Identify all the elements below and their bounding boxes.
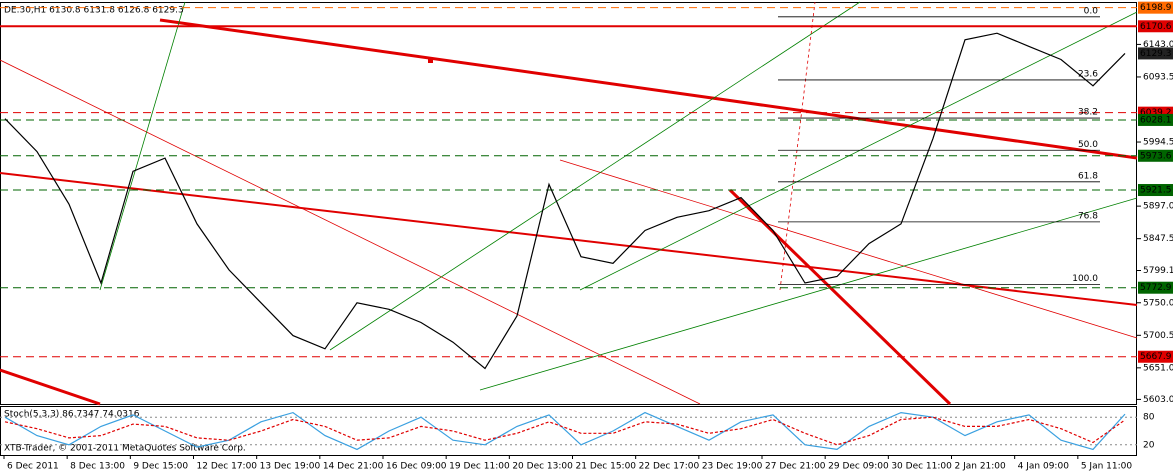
trendline (99, 1, 186, 291)
x-tick-label: 21 Dec 15:00 (576, 462, 637, 472)
x-tick-label: 8 Dec 13:00 (70, 462, 125, 472)
y-tick-label: 5603.0 (1143, 395, 1173, 405)
level-label: 6028.1 (1140, 115, 1172, 125)
level-box (1138, 113, 1173, 126)
y-tick-label: 80 (1143, 413, 1155, 423)
trendline (159, 18, 1138, 160)
x-tick-label: 4 Jan 09:00 (1018, 462, 1070, 472)
level-label: 5921.5 (1140, 186, 1172, 196)
trendline (728, 188, 952, 406)
trendline (579, 11, 1138, 291)
y-tick-label: 5700.5 (1143, 331, 1173, 341)
trendline (479, 197, 1138, 391)
x-tick-label: 27 Dec 21:00 (765, 462, 826, 472)
trendline (0, 172, 1138, 306)
x-tick-label: 6 Dec 2011 (7, 462, 59, 472)
level-label: 6198.9 (1140, 3, 1172, 13)
level-box (1138, 350, 1173, 363)
y-tick-label: 6093.5 (1143, 72, 1173, 82)
y-tick-label: 5750.0 (1143, 298, 1173, 308)
copyright: XTB-Trader, © 2001-2011 MetaQuotes Softw… (4, 444, 246, 454)
fib-label: 100.0 (1072, 274, 1098, 284)
level-box (1138, 149, 1173, 162)
level-box (1138, 281, 1173, 294)
anchor (428, 58, 433, 63)
price-line (4, 32, 1126, 370)
x-tick-label: 12 Dec 17:00 (197, 462, 258, 472)
y-tick-label: 5799.1 (1143, 266, 1173, 276)
level-label: 5772.9 (1140, 283, 1172, 293)
y-tick-label: 5847.5 (1143, 234, 1173, 244)
x-tick-label: 5 Jan 11:00 (1081, 462, 1133, 472)
x-tick-label: 30 Dec 11:00 (891, 462, 952, 472)
stoch-title: Stoch(5,3,3) 86.7347 74.0316 (4, 410, 140, 420)
fib-label: 50.0 (1078, 140, 1098, 150)
price-label: 6129.3 (1140, 49, 1172, 59)
fib-label: 23.6 (1078, 69, 1098, 79)
fib-label: 61.8 (1078, 171, 1098, 181)
level-box (1138, 184, 1173, 197)
y-tick-label: 20 (1143, 440, 1155, 450)
x-tick-label: 14 Dec 21:00 (323, 462, 384, 472)
x-tick-label: 16 Dec 09:00 (386, 462, 447, 472)
main-panel (0, 2, 1137, 405)
level-box (1138, 1, 1173, 14)
trendline (779, 1, 816, 291)
x-tick-label: 13 Dec 19:00 (260, 462, 321, 472)
x-tick-label: 19 Dec 11:00 (449, 462, 510, 472)
fib-label: 0.0 (1084, 6, 1099, 16)
x-tick-label: 22 Dec 17:00 (639, 462, 700, 472)
y-tick-label: 5897.0 (1143, 202, 1173, 212)
trendline (0, 368, 101, 406)
price-line (4, 411, 1126, 451)
trendline (0, 59, 701, 405)
fib-label: 76.8 (1078, 211, 1098, 221)
x-tick-label: 29 Dec 09:00 (828, 462, 889, 472)
x-tick-label: 9 Dec 15:00 (133, 462, 188, 472)
chart-title: DE.30,H1 6130.8 6131.8 6126.8 6129.3 (4, 6, 184, 16)
level-label: 6039.2 (1140, 108, 1172, 118)
y-tick-label: 5651.0 (1143, 363, 1173, 373)
x-tick-label: 20 Dec 13:00 (512, 462, 573, 472)
level-label: 6170.6 (1140, 22, 1172, 32)
level-label: 5667.9 (1140, 352, 1172, 362)
level-box (1138, 20, 1173, 33)
y-tick-label: 6143.0 (1143, 40, 1173, 50)
stoch-panel (0, 406, 1137, 456)
price-line (4, 416, 1126, 446)
fib-label: 38.2 (1078, 108, 1098, 118)
trendlines (0, 1, 1138, 406)
x-tick-label: 2 Jan 21:00 (955, 462, 1007, 472)
y-tick-label: 5994.5 (1143, 138, 1173, 148)
price-box (1138, 47, 1173, 60)
level-label: 5973.6 (1140, 151, 1172, 161)
x-tick-label: 23 Dec 19:00 (702, 462, 763, 472)
trendline (329, 1, 861, 351)
